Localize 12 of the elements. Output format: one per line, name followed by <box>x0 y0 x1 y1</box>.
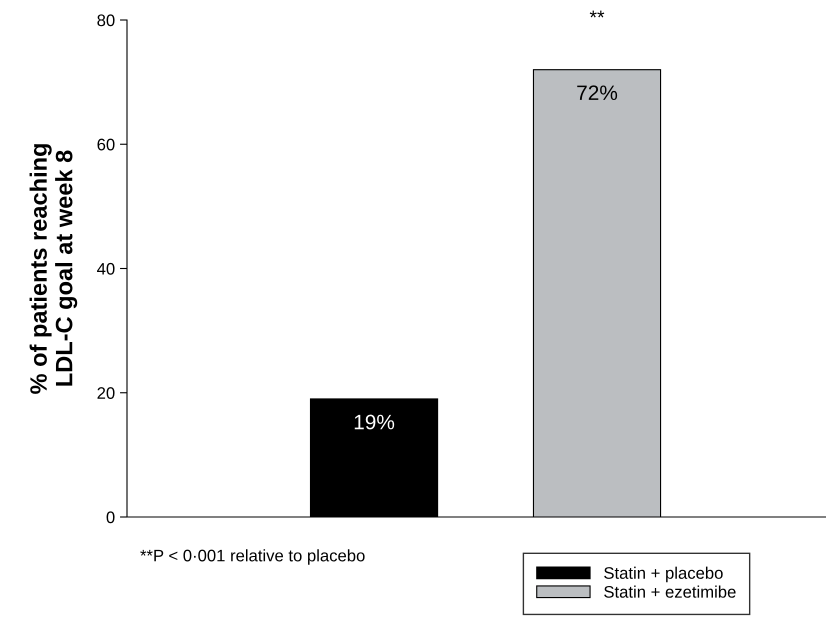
text: **P < 0·001 relative to placebo <box>140 549 365 565</box>
legend-label: Statin + ezetimibe <box>604 586 736 598</box>
data-label: 72% <box>577 85 618 100</box>
y-axis-title: % of patients reaching LDL-C goal at week 8 <box>30 144 78 394</box>
y-tick-label: 40 <box>97 262 115 275</box>
annotation: ** <box>590 10 604 18</box>
data-label: 19% <box>354 414 394 430</box>
y-tick-label: 20 <box>97 387 115 399</box>
legend-label: Statin + placebo <box>604 566 723 582</box>
y-tick-label: 80 <box>97 14 115 26</box>
y-tick-label: 60 <box>98 138 115 150</box>
y-tick-label: 0 <box>106 511 115 524</box>
